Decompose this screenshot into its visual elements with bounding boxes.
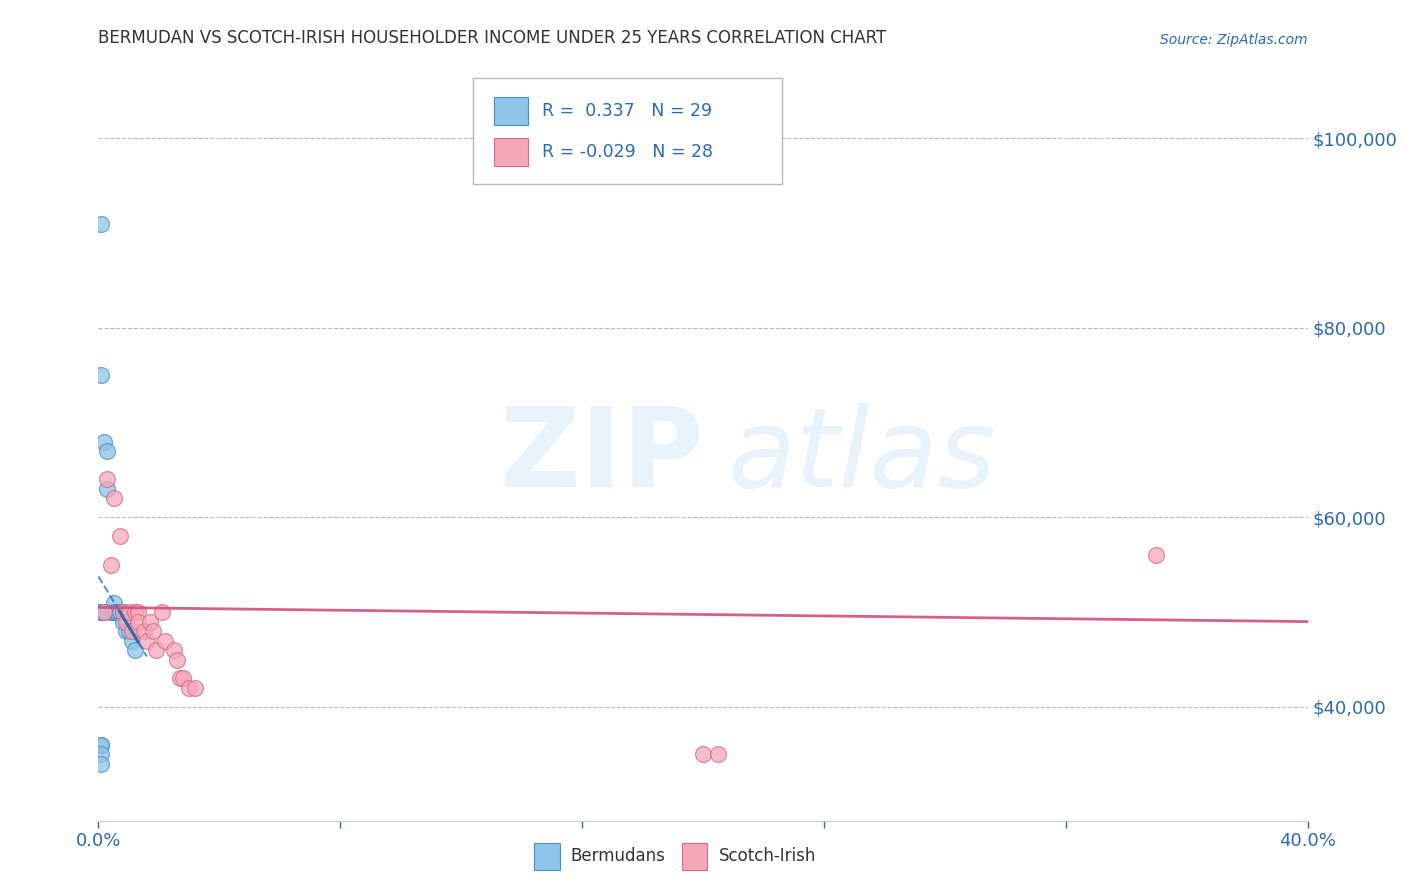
- Point: [118, 605, 141, 619]
- Text: Scotch-Irish: Scotch-Irish: [718, 847, 815, 865]
- Point: [90, 756, 112, 771]
- Point: [108, 605, 131, 619]
- Point: [93, 605, 115, 619]
- FancyBboxPatch shape: [494, 96, 527, 126]
- Point: [96, 482, 118, 496]
- Point: [132, 624, 155, 639]
- Point: [127, 605, 149, 619]
- Point: [93, 605, 115, 619]
- Point: [114, 624, 136, 639]
- Point: [90, 605, 112, 619]
- Point: [111, 605, 134, 619]
- Point: [90, 605, 112, 619]
- Text: ZIP: ZIP: [499, 403, 703, 510]
- Point: [127, 615, 149, 629]
- Point: [111, 605, 134, 619]
- Point: [90, 217, 112, 231]
- Point: [163, 643, 186, 657]
- Text: Bermudans: Bermudans: [571, 847, 665, 865]
- FancyBboxPatch shape: [474, 78, 782, 184]
- Point: [135, 633, 157, 648]
- Point: [166, 652, 188, 666]
- Point: [118, 624, 141, 639]
- Text: R =  0.337   N = 29: R = 0.337 N = 29: [543, 102, 713, 120]
- Point: [124, 643, 146, 657]
- Text: BERMUDAN VS SCOTCH-IRISH HOUSEHOLDER INCOME UNDER 25 YEARS CORRELATION CHART: BERMUDAN VS SCOTCH-IRISH HOUSEHOLDER INC…: [98, 29, 887, 47]
- Point: [96, 444, 118, 458]
- Point: [169, 672, 191, 686]
- Point: [153, 633, 176, 648]
- Point: [1144, 548, 1167, 563]
- Point: [93, 605, 115, 619]
- Point: [90, 605, 112, 619]
- Point: [184, 681, 207, 695]
- Point: [103, 605, 125, 619]
- Point: [90, 738, 112, 752]
- Point: [93, 434, 115, 449]
- Point: [100, 605, 122, 619]
- Point: [139, 615, 162, 629]
- Point: [145, 643, 167, 657]
- Point: [172, 672, 194, 686]
- Point: [121, 624, 143, 639]
- Point: [108, 529, 131, 543]
- Point: [179, 681, 201, 695]
- Point: [108, 605, 131, 619]
- Point: [90, 605, 112, 619]
- Point: [103, 491, 125, 506]
- Point: [111, 615, 134, 629]
- Point: [90, 747, 112, 762]
- Point: [90, 368, 112, 383]
- Text: R = -0.029   N = 28: R = -0.029 N = 28: [543, 143, 713, 161]
- Point: [121, 633, 143, 648]
- Point: [103, 596, 125, 610]
- Point: [100, 558, 122, 572]
- Point: [105, 605, 128, 619]
- Point: [90, 738, 112, 752]
- Point: [124, 605, 146, 619]
- FancyBboxPatch shape: [494, 137, 527, 166]
- Text: Source: ZipAtlas.com: Source: ZipAtlas.com: [1160, 33, 1308, 47]
- Point: [96, 473, 118, 487]
- Text: atlas: atlas: [727, 403, 995, 510]
- Point: [105, 605, 128, 619]
- Point: [114, 615, 136, 629]
- Point: [707, 747, 730, 762]
- Point: [692, 747, 714, 762]
- Point: [142, 624, 165, 639]
- Point: [150, 605, 173, 619]
- Point: [100, 605, 122, 619]
